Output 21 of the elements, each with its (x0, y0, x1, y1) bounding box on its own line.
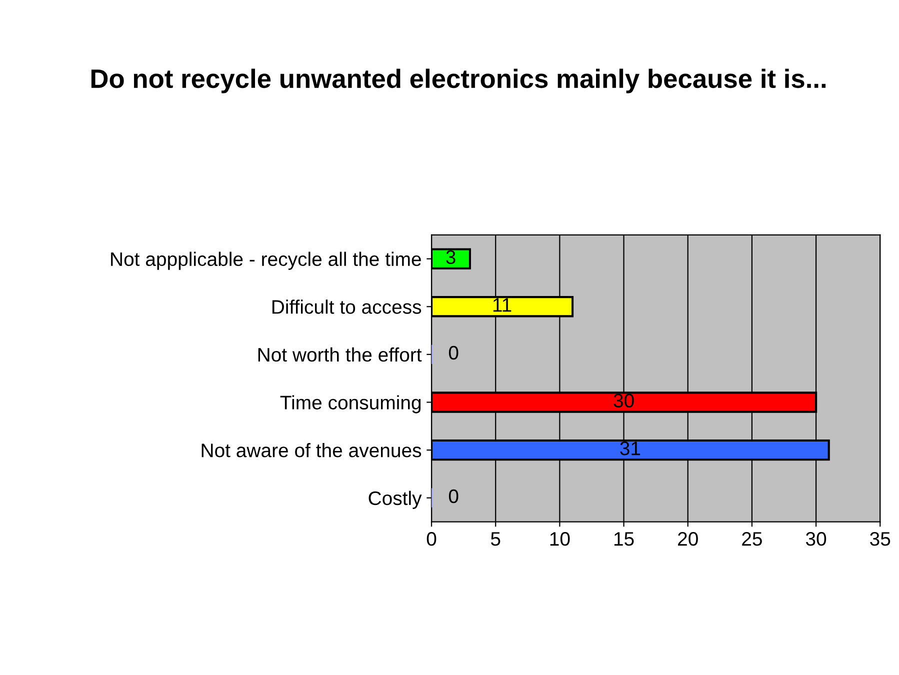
x-tick-label: 30 (806, 532, 826, 546)
data-label: 0 (448, 489, 458, 504)
y-tick-label: Difficult to access (272, 300, 422, 314)
x-tick-label: 0 (426, 532, 436, 546)
data-label: 0 (448, 346, 458, 360)
data-label: 31 (620, 442, 640, 456)
y-tick-label: Not aware of the avenues (202, 443, 422, 458)
data-label: 11 (493, 298, 512, 312)
y-tick-label: Costly (368, 490, 422, 509)
x-tick-label: 20 (678, 532, 698, 546)
y-tick-label: Not appplicable - recycle all the time (111, 252, 421, 270)
x-tick-label: 25 (742, 532, 762, 546)
data-label: 30 (614, 394, 634, 408)
x-tick-label: 10 (550, 532, 570, 546)
x-tick-label: 15 (614, 532, 634, 546)
y-tick-label: Not worth the effort (258, 347, 422, 362)
data-label: 3 (446, 250, 456, 264)
x-tick-label: 5 (490, 532, 500, 546)
y-tick-label: Time consuming (280, 395, 421, 414)
chart-title: Do not recycle unwanted electronics mainly because it is... (91, 68, 826, 94)
x-tick-label: 35 (870, 532, 890, 546)
